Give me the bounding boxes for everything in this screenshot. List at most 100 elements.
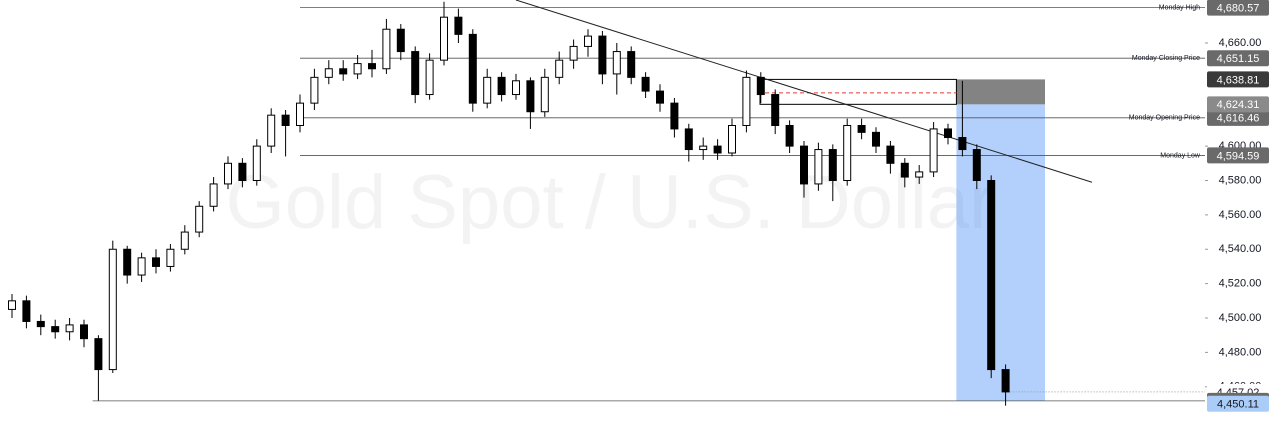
candle-body bbox=[843, 124, 852, 181]
level-badge-bg bbox=[1207, 109, 1269, 126]
candle-body bbox=[195, 205, 204, 233]
candle-body bbox=[526, 80, 535, 113]
candle-body bbox=[339, 68, 348, 75]
level-badge-label: 4,616.46 bbox=[1217, 113, 1260, 125]
candle-body bbox=[944, 128, 952, 139]
level-badge: 4,594.59 bbox=[1207, 147, 1269, 164]
candle-body bbox=[569, 45, 578, 61]
candle-body bbox=[598, 35, 607, 75]
candle-body bbox=[252, 145, 261, 181]
price-badge-label: 4,638.81 bbox=[1217, 74, 1260, 86]
price-badge-label: 4,450.11 bbox=[1217, 399, 1259, 411]
candle-body bbox=[368, 63, 376, 70]
y-tick-label: 4,660.00 bbox=[1219, 37, 1262, 49]
candle-body bbox=[94, 338, 103, 371]
candle-body bbox=[483, 76, 492, 104]
target-zone bbox=[956, 104, 1045, 401]
candle-body bbox=[627, 51, 636, 78]
candle-body bbox=[814, 149, 823, 185]
watermark: Gold Spot / U.S. Dollar bbox=[226, 160, 995, 245]
level-name: Monday Opening Price bbox=[1129, 115, 1200, 122]
candle-body bbox=[656, 90, 664, 104]
level-name: Monday Closing Price bbox=[1132, 55, 1200, 62]
candle-body bbox=[756, 76, 765, 96]
candle-body bbox=[324, 68, 333, 78]
level-badge-bg bbox=[1207, 147, 1269, 164]
level-name: Monday High bbox=[1159, 4, 1200, 11]
candle-body bbox=[641, 76, 650, 92]
candle-body bbox=[281, 114, 290, 126]
candle-body bbox=[713, 145, 722, 154]
level-badge: 4,616.46 bbox=[1207, 109, 1269, 126]
candle-body bbox=[238, 162, 247, 181]
candle-body bbox=[468, 33, 477, 104]
candle-body bbox=[36, 320, 45, 328]
candle-body bbox=[224, 162, 232, 185]
candle-body bbox=[166, 248, 175, 267]
candle-body bbox=[454, 16, 463, 35]
candle-body bbox=[670, 102, 679, 130]
candle-body bbox=[22, 300, 31, 322]
price-badge-bg bbox=[1207, 96, 1269, 113]
stop-zone bbox=[956, 79, 1045, 105]
level-badge-label: 4,594.59 bbox=[1217, 150, 1260, 162]
candle-body bbox=[900, 162, 909, 178]
level-badge-label: 4,651.15 bbox=[1217, 53, 1260, 65]
price-badge: 4,450.11 bbox=[1207, 395, 1269, 412]
candle-body bbox=[857, 124, 866, 133]
candle-body bbox=[742, 76, 751, 126]
price-badge-bg bbox=[1207, 71, 1269, 88]
candle-body bbox=[65, 324, 74, 333]
candle-body bbox=[612, 51, 621, 75]
candle-body bbox=[425, 59, 434, 96]
candle-body bbox=[512, 80, 520, 96]
candle-body bbox=[51, 326, 60, 333]
candle-body bbox=[828, 149, 837, 181]
candle-body bbox=[684, 128, 693, 151]
price-axis bbox=[1205, 0, 1281, 427]
y-tick-label: 4,580.00 bbox=[1219, 174, 1262, 186]
candle-body bbox=[108, 248, 117, 371]
candle-body bbox=[987, 179, 996, 371]
candle-body bbox=[209, 183, 218, 207]
trendline bbox=[515, 0, 1093, 183]
price-badge-bg bbox=[1207, 395, 1269, 412]
price-badge: 4,638.81 bbox=[1207, 71, 1269, 88]
candle-body bbox=[699, 145, 708, 151]
level-badge-bg bbox=[1207, 50, 1269, 67]
candle-body bbox=[1001, 369, 1010, 393]
y-tick-label: 4,520.00 bbox=[1219, 278, 1262, 290]
candle-body bbox=[886, 145, 895, 164]
candle-body bbox=[123, 248, 132, 276]
price-badge-label: 4,624.31 bbox=[1217, 99, 1260, 111]
candle-body bbox=[872, 131, 880, 147]
candle-body bbox=[972, 149, 981, 181]
candle-body bbox=[771, 94, 780, 126]
level-badge: 4,680.57 bbox=[1207, 0, 1269, 16]
level-name: Monday Low bbox=[1160, 152, 1201, 159]
candle-body bbox=[310, 76, 319, 104]
candle-body bbox=[555, 59, 564, 78]
candle-body bbox=[80, 324, 88, 340]
candle-body bbox=[540, 76, 549, 113]
candle-body bbox=[382, 28, 391, 70]
candle-body bbox=[800, 145, 808, 185]
candle-body bbox=[396, 28, 405, 53]
candle-body bbox=[411, 51, 420, 96]
candle-body bbox=[152, 257, 160, 267]
zone-box bbox=[759, 78, 957, 105]
y-tick-label: 4,560.00 bbox=[1219, 209, 1262, 221]
candle-body bbox=[296, 102, 304, 126]
candle-body bbox=[8, 300, 16, 310]
price-badge: 4,624.31 bbox=[1207, 96, 1269, 113]
y-tick-label: 4,480.00 bbox=[1219, 346, 1262, 358]
candle-body bbox=[929, 128, 938, 173]
candle-body bbox=[137, 257, 146, 276]
candle-body bbox=[958, 137, 967, 151]
candle-body bbox=[785, 124, 794, 147]
y-tick-label: 4,500.00 bbox=[1219, 312, 1262, 324]
level-badge: 4,651.15 bbox=[1207, 50, 1269, 67]
candle-body bbox=[915, 171, 924, 178]
level-badge-label: 4,680.57 bbox=[1217, 3, 1260, 15]
